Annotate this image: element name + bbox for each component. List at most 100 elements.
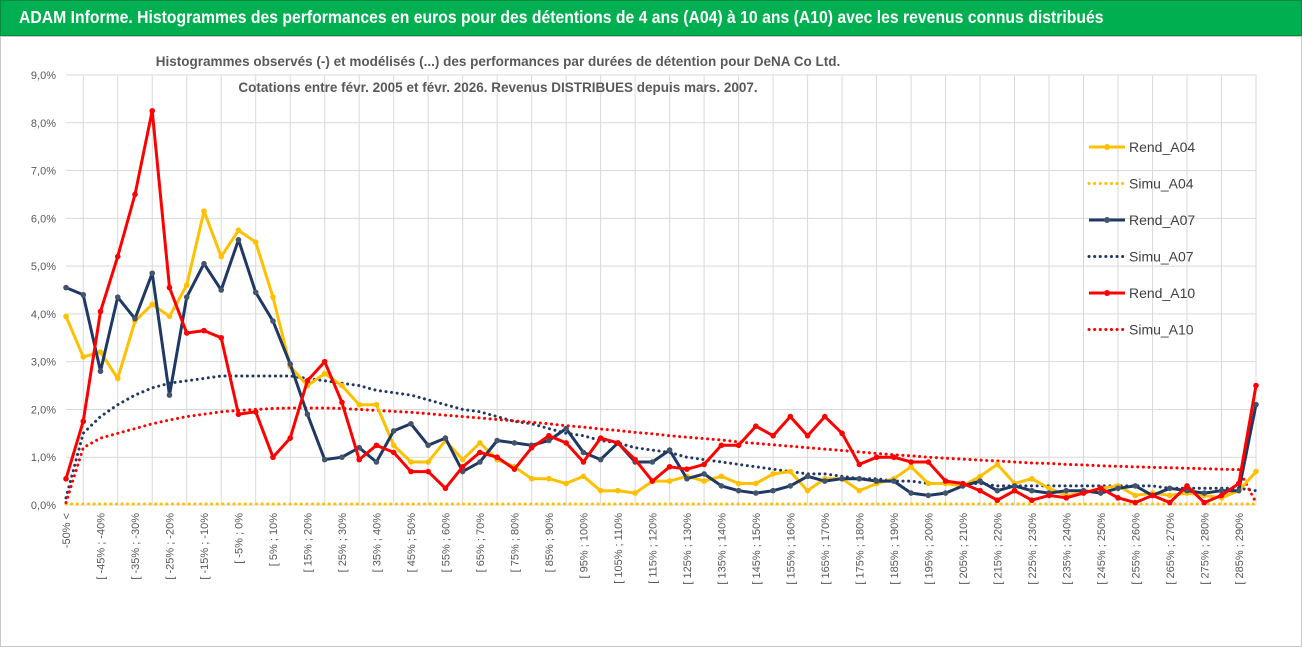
x-tick-label: [ 25% ; 30% <box>337 513 349 573</box>
data-point <box>321 358 328 365</box>
data-point <box>1166 485 1173 492</box>
data-point <box>908 459 914 465</box>
data-point <box>804 473 811 480</box>
data-point <box>63 284 69 291</box>
legend-entry: Simu_A07 <box>1087 249 1194 265</box>
data-point <box>114 253 121 260</box>
data-point <box>1028 497 1035 504</box>
data-point <box>1253 468 1259 475</box>
x-tick-label: [ 285% ; 290% <box>1234 513 1246 585</box>
data-point <box>425 468 431 475</box>
data-point <box>252 409 259 415</box>
data-point <box>856 461 863 468</box>
data-point <box>183 330 190 336</box>
y-tick-label: 4,0% <box>31 309 56 321</box>
data-point <box>839 430 845 437</box>
data-point <box>114 375 121 382</box>
data-point <box>149 301 156 308</box>
data-point <box>891 454 897 461</box>
data-point <box>804 432 811 439</box>
data-point <box>718 483 725 489</box>
data-point <box>822 478 828 484</box>
x-tick-label: [ 155% ; 160% <box>785 513 797 585</box>
x-tick-label: [ -15% ; -10% <box>199 513 211 580</box>
data-point <box>1184 483 1190 489</box>
data-point <box>822 413 828 420</box>
data-point <box>615 487 621 494</box>
data-point <box>425 459 431 465</box>
data-point <box>994 497 1001 504</box>
data-point <box>753 423 759 429</box>
data-point <box>925 492 932 499</box>
data-point <box>735 442 742 449</box>
x-tick-label: [ 135% ; 140% <box>716 513 728 585</box>
x-tick-label: [ 45% ; 50% <box>406 513 418 573</box>
data-point <box>1115 495 1121 501</box>
x-tick-label: [ 85% ; 90% <box>544 513 556 573</box>
data-point <box>597 456 604 463</box>
x-tick-label: [ 115% ; 120% <box>647 513 659 584</box>
data-point <box>494 454 500 461</box>
y-tick-label: 0,0% <box>31 500 56 512</box>
legend-label: Rend_A07 <box>1129 212 1195 228</box>
data-point <box>735 480 742 487</box>
legend-entry: Simu_A10 <box>1087 322 1194 338</box>
x-tick-label: [ 245% ; 250% <box>1096 513 1108 585</box>
data-point <box>270 294 276 300</box>
axis-labels: 0,0% 1,0% 2,0% 3,0% 4,0% 5,0% 6,0% 7,0% 8,0% 9,0%… <box>31 70 1246 585</box>
data-point <box>942 490 949 496</box>
data-point <box>218 287 225 293</box>
data-point <box>1063 487 1070 494</box>
data-point <box>735 487 742 494</box>
x-tick-label: [ 35% ; 40% <box>371 513 383 573</box>
chart-title-line1: Histogrammes observés (-) et modélisés (… <box>156 54 840 69</box>
data-point <box>390 442 397 449</box>
data-point <box>942 478 949 484</box>
data-point <box>925 459 932 465</box>
legend-label: Simu_A10 <box>1129 322 1194 338</box>
data-point <box>1132 483 1139 489</box>
legend-entry: Rend_A10 <box>1089 285 1195 301</box>
data-point <box>632 490 638 496</box>
data-point <box>63 475 69 482</box>
data-point <box>873 478 880 484</box>
data-point <box>666 463 673 470</box>
x-tick-label: [ 105% ; 110% <box>613 513 625 584</box>
data-point <box>546 432 552 439</box>
data-point <box>597 487 604 494</box>
data-point <box>321 370 328 377</box>
data-point <box>908 490 914 496</box>
x-tick-label: [ 55% ; 60% <box>440 513 452 573</box>
data-point <box>1132 492 1139 499</box>
data-point <box>1218 487 1225 494</box>
data-point <box>1166 499 1173 506</box>
data-point <box>114 294 121 300</box>
legend: Rend_A04 Simu_A04 Rend_A07 Simu_A07 Rend_A10… <box>1087 139 1195 338</box>
data-point <box>356 456 362 463</box>
data-point <box>1097 490 1104 496</box>
x-tick-label: [ 75% ; 80% <box>509 513 521 573</box>
series-line <box>64 374 1258 500</box>
data-point <box>132 315 138 322</box>
data-point <box>408 420 414 427</box>
x-tick-label: [ -35% ; -30% <box>130 513 142 580</box>
line-chart: 0,0% 1,0% 2,0% 3,0% 4,0% 5,0% 6,0% 7,0% 8,0% 9,0%… <box>31 54 1259 585</box>
data-point <box>459 456 466 463</box>
data-point <box>235 237 242 243</box>
data-point <box>1046 492 1052 499</box>
data-point <box>666 478 673 484</box>
data-point <box>856 475 863 482</box>
x-tick-label: [ 265% ; 270% <box>1165 513 1177 585</box>
x-tick-label: [ 205% ; 210% <box>958 513 970 585</box>
data-point <box>477 440 483 446</box>
data-point <box>787 468 794 475</box>
legend-marker <box>1104 144 1110 150</box>
y-tick-label: 3,0% <box>31 357 56 369</box>
legend-marker <box>1104 217 1110 223</box>
data-point <box>701 461 707 468</box>
data-point <box>511 440 518 446</box>
data-point <box>615 440 621 446</box>
data-point <box>166 284 173 291</box>
data-point <box>1149 492 1156 499</box>
data-point <box>753 480 759 487</box>
